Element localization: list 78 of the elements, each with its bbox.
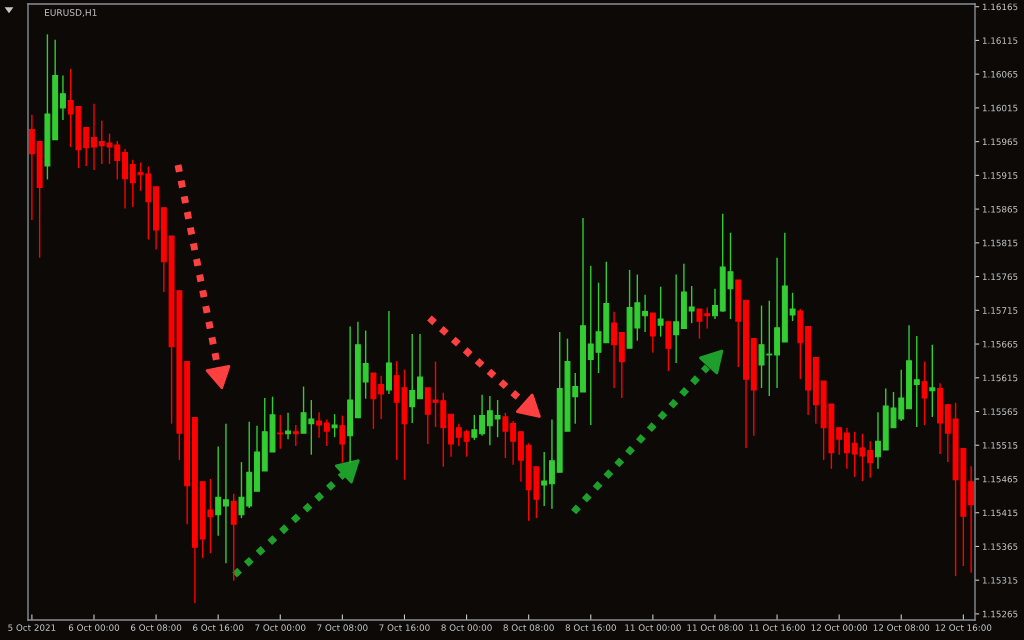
x-tick-label: 6 Oct 16:00	[193, 624, 244, 631]
candlestick	[417, 333, 423, 400]
candlestick	[479, 393, 486, 437]
candlestick	[463, 429, 470, 458]
x-tick-label: 11 Oct 00:00	[625, 624, 681, 631]
candlestick	[323, 418, 330, 447]
candlestick	[541, 451, 548, 507]
x-tick-label: 12 Oct 08:00	[873, 624, 930, 631]
candlestick	[378, 375, 385, 420]
candlestick	[230, 493, 237, 582]
candlestick	[929, 344, 936, 418]
y-tick-label: 1.15415	[982, 509, 1018, 517]
candlestick	[649, 312, 656, 354]
candlestick	[657, 286, 664, 338]
candlestick	[222, 422, 229, 565]
candlestick	[836, 427, 843, 456]
candlestick	[921, 360, 928, 426]
y-tick-label: 1.16165	[982, 3, 1018, 11]
x-tick-label: 11 Oct 08:00	[687, 624, 743, 631]
x-tick-label: 6 Oct 00:00	[68, 624, 120, 631]
chart-title: EURUSD,H1	[44, 9, 97, 17]
candlestick	[339, 414, 346, 464]
x-tick-label: 5 Oct 2021	[8, 624, 56, 631]
candlestick	[875, 411, 881, 470]
candlestick	[292, 424, 299, 447]
y-tick-label: 1.15465	[982, 475, 1018, 483]
candlestick	[455, 422, 462, 447]
candlestick	[494, 399, 501, 438]
y-tick-label: 1.15615	[982, 374, 1018, 382]
candlestick	[316, 411, 323, 439]
candlestick	[712, 288, 718, 320]
x-tick-label: 7 Oct 16:00	[379, 624, 430, 631]
candlestick	[673, 273, 680, 364]
x-tick-label: 7 Oct 08:00	[317, 624, 368, 631]
y-tick-label: 1.15815	[982, 239, 1018, 247]
candlestick	[409, 333, 416, 424]
y-tick-label: 1.15315	[982, 577, 1018, 584]
y-tick-label: 1.15865	[982, 205, 1018, 213]
y-tick-label: 1.15765	[982, 273, 1018, 281]
y-tick-label: 1.16065	[982, 71, 1018, 78]
candlestick	[285, 412, 291, 440]
x-tick-label: 12 Oct 16:00	[935, 624, 992, 631]
candlestick	[91, 103, 97, 171]
candlestick	[59, 74, 66, 121]
candlestick	[486, 395, 493, 446]
x-tick-label: 12 Oct 00:00	[811, 624, 868, 631]
candlestick	[277, 414, 284, 450]
candlestick	[696, 308, 703, 340]
y-tick-label: 1.15915	[982, 172, 1018, 179]
candlestick	[215, 445, 222, 537]
candlestick	[913, 335, 920, 428]
y-tick-label: 1.15365	[982, 543, 1018, 550]
x-tick-label: 8 Oct 00:00	[441, 624, 492, 631]
x-tick-label: 8 Oct 08:00	[503, 624, 554, 631]
candlestick	[510, 420, 517, 466]
candlestick	[843, 427, 850, 470]
candlestick	[362, 329, 369, 400]
candlestick	[611, 310, 618, 389]
y-tick-label: 1.15265	[982, 610, 1018, 618]
candlestick	[331, 413, 338, 438]
candlestick	[642, 294, 649, 333]
candlestick	[688, 285, 695, 324]
candlestick	[471, 414, 478, 441]
y-tick-label: 1.16115	[982, 37, 1018, 44]
y-tick-label: 1.15715	[982, 307, 1018, 314]
candlestick	[704, 306, 711, 330]
y-tick-label: 1.15965	[982, 138, 1018, 146]
x-tick-label: 11 Oct 16:00	[749, 624, 805, 631]
candlestick	[789, 292, 796, 322]
x-tick-label: 6 Oct 08:00	[130, 624, 182, 631]
y-tick-label: 1.16015	[982, 104, 1018, 112]
candlestick	[548, 418, 555, 510]
y-tick-label: 1.15665	[982, 340, 1018, 348]
candlestick	[502, 412, 509, 459]
y-tick-label: 1.15515	[982, 442, 1018, 449]
x-tick-label: 8 Oct 16:00	[565, 624, 616, 631]
y-tick-label: 1.15565	[982, 408, 1018, 415]
x-tick-label: 7 Oct 00:00	[255, 624, 306, 631]
